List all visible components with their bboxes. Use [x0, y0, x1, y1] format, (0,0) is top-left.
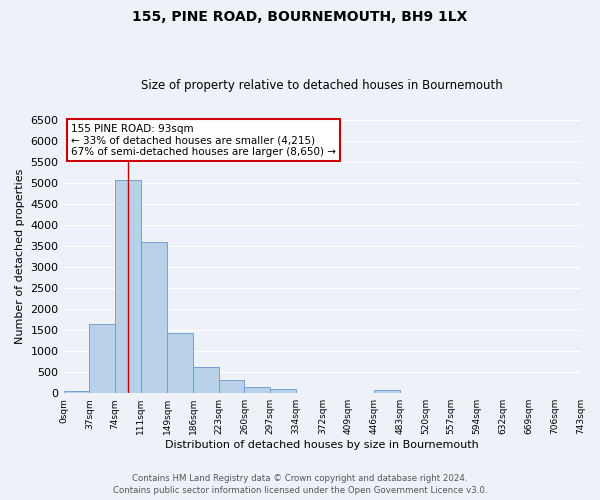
Bar: [218, 380, 244, 393]
Bar: [193, 367, 218, 393]
Bar: [64, 391, 89, 393]
Bar: [374, 390, 400, 393]
Title: Size of property relative to detached houses in Bournemouth: Size of property relative to detached ho…: [141, 79, 503, 92]
Text: Contains HM Land Registry data © Crown copyright and database right 2024.
Contai: Contains HM Land Registry data © Crown c…: [113, 474, 487, 495]
Bar: [167, 334, 193, 393]
Bar: [141, 242, 167, 393]
X-axis label: Distribution of detached houses by size in Bournemouth: Distribution of detached houses by size …: [165, 440, 479, 450]
Bar: [89, 324, 115, 393]
Text: 155 PINE ROAD: 93sqm
← 33% of detached houses are smaller (4,215)
67% of semi-de: 155 PINE ROAD: 93sqm ← 33% of detached h…: [71, 124, 336, 157]
Bar: [115, 180, 141, 393]
Bar: [270, 388, 296, 393]
Y-axis label: Number of detached properties: Number of detached properties: [15, 168, 25, 344]
Bar: [244, 387, 270, 393]
Text: 155, PINE ROAD, BOURNEMOUTH, BH9 1LX: 155, PINE ROAD, BOURNEMOUTH, BH9 1LX: [133, 10, 467, 24]
